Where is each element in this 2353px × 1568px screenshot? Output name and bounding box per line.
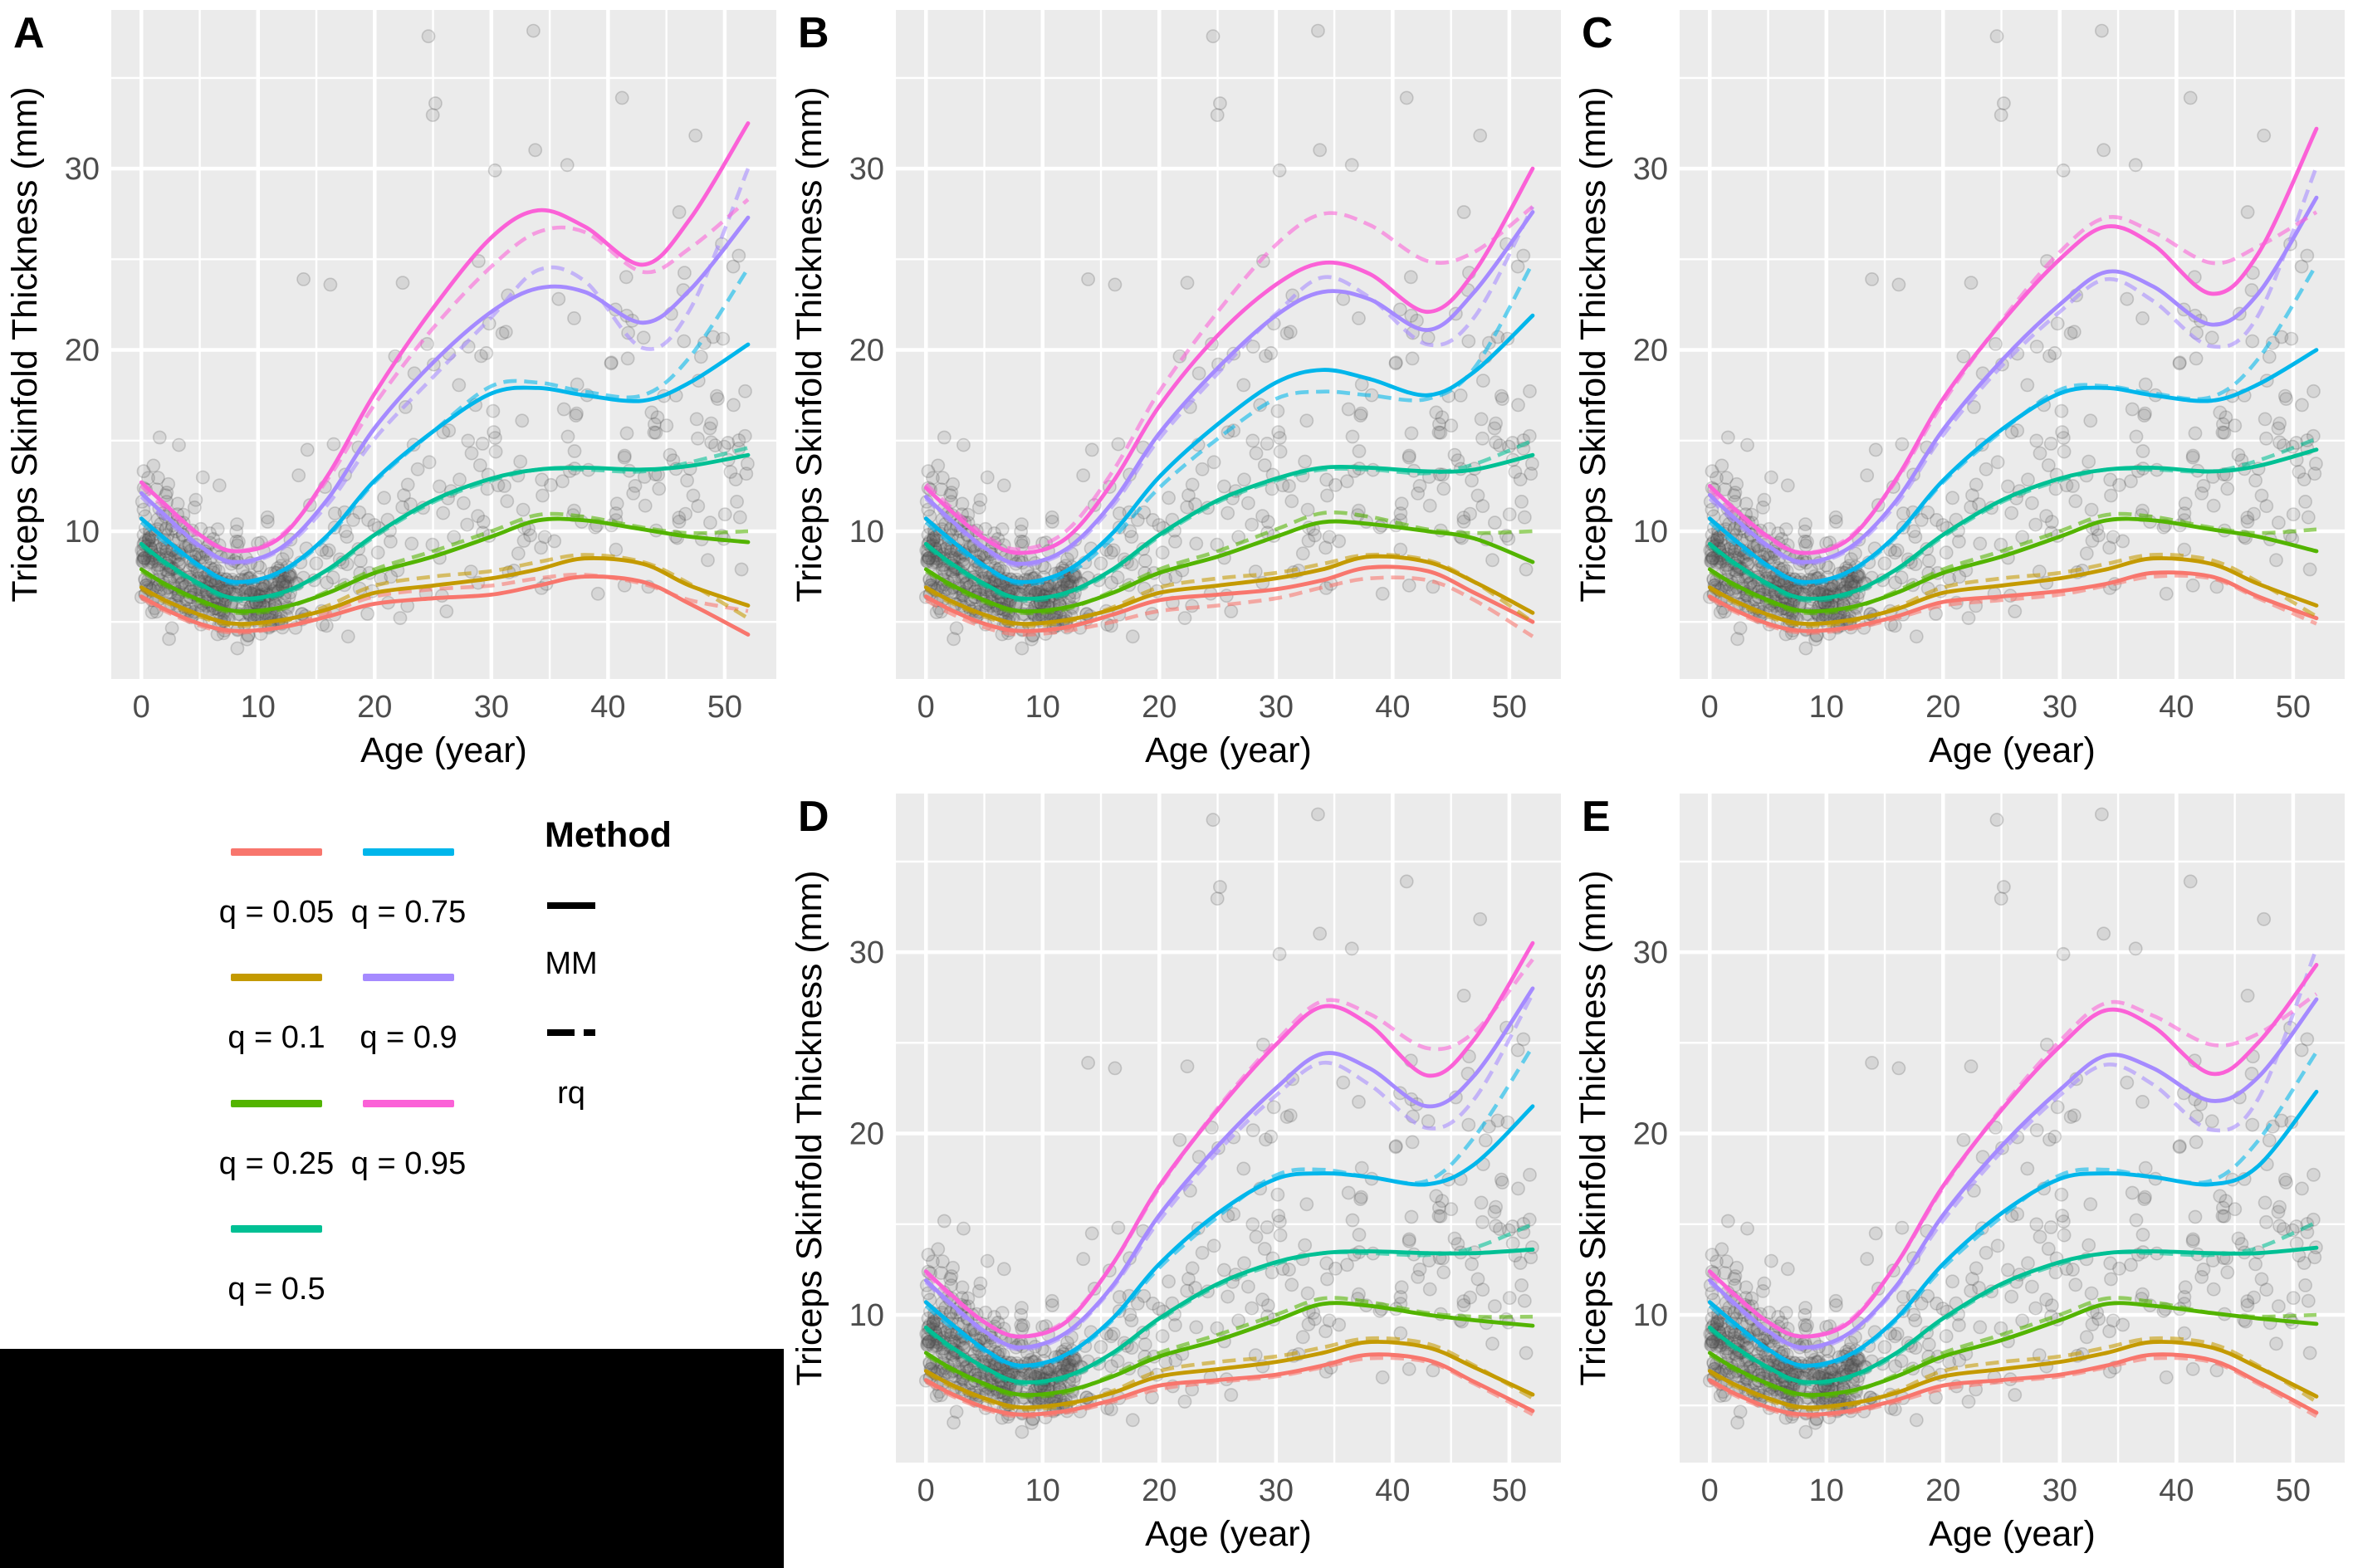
- svg-text:30: 30: [1259, 690, 1294, 725]
- svg-text:20: 20: [1925, 1473, 1960, 1508]
- svg-text:30: 30: [2042, 690, 2077, 725]
- svg-text:0: 0: [917, 1473, 935, 1508]
- legend-swatch-q05: [231, 848, 322, 856]
- svg-text:20: 20: [1633, 334, 1668, 369]
- method-solid-line-key: [547, 902, 595, 909]
- panel-d-letter: D: [798, 793, 829, 841]
- method-dashed-line-key: [547, 1029, 595, 1036]
- svg-text:10: 10: [1809, 690, 1844, 725]
- svg-text:40: 40: [1375, 1473, 1410, 1508]
- svg-text:Triceps Skinfold Thickness (mm: Triceps Skinfold Thickness (mm): [1573, 86, 1613, 602]
- svg-text:50: 50: [1492, 690, 1527, 725]
- redaction-box: [0, 1349, 784, 1568]
- legend-swatch-q95: [363, 1100, 454, 1107]
- svg-text:30: 30: [474, 690, 509, 725]
- svg-text:30: 30: [1633, 152, 1668, 187]
- svg-text:20: 20: [1633, 1117, 1668, 1152]
- panel-a-plot: 10 20 30 0 10 20 30 40 50 Age (year) Triceps Skinf…: [5, 10, 776, 770]
- svg-text:Triceps Skinfold Thickness (mm: Triceps Skinfold Thickness (mm): [790, 870, 829, 1385]
- svg-text:10: 10: [1633, 1298, 1668, 1333]
- panel-c-letter: C: [1582, 9, 1613, 57]
- legend-swatch-q25: [231, 1100, 322, 1107]
- panel-d-plot: 10 20 30 0 10 20 30 40 50 Age (year) Triceps Skinf…: [790, 794, 1561, 1554]
- legend-label-q90: q = 0.9: [360, 1020, 457, 1055]
- svg-text:10: 10: [849, 515, 884, 550]
- svg-text:Age (year): Age (year): [1929, 730, 2096, 770]
- svg-text:10: 10: [241, 690, 276, 725]
- svg-text:20: 20: [849, 334, 884, 369]
- legend-swatch-q10: [231, 974, 322, 981]
- legend-label-q95: q = 0.95: [350, 1146, 467, 1181]
- svg-text:10: 10: [1633, 515, 1668, 550]
- panel-b-plot: 10 20 30 0 10 20 30 40 50 Age (year) Triceps Skinf…: [790, 10, 1561, 770]
- panel-e-plot: 10 20 30 0 10 20 30 40 50 Age (year) Triceps Skinf…: [1573, 794, 2345, 1554]
- panel-e: 10 20 30 0 10 20 30 40 50 Age (year) Triceps Skinf…: [1568, 784, 2353, 1567]
- legend-label-q05: q = 0.05: [218, 895, 335, 930]
- svg-text:Triceps Skinfold Thickness (mm: Triceps Skinfold Thickness (mm): [5, 86, 45, 602]
- svg-text:Triceps Skinfold Thickness (mm: Triceps Skinfold Thickness (mm): [1573, 870, 1613, 1385]
- svg-text:Age (year): Age (year): [360, 730, 527, 770]
- svg-text:0: 0: [1701, 1473, 1719, 1508]
- svg-text:30: 30: [849, 935, 884, 970]
- panel-e-letter: E: [1582, 793, 1611, 841]
- legend-label-q10: q = 0.1: [227, 1020, 325, 1055]
- svg-text:20: 20: [1925, 690, 1960, 725]
- method-legend-title: Method: [545, 815, 672, 855]
- svg-text:50: 50: [1492, 1473, 1527, 1508]
- svg-text:10: 10: [1025, 1473, 1060, 1508]
- svg-text:30: 30: [1633, 935, 1668, 970]
- panel-b-letter: B: [798, 9, 829, 57]
- svg-text:40: 40: [1375, 690, 1410, 725]
- legend-swatch-q75: [363, 848, 454, 856]
- panel-c-plot: 10 20 30 0 10 20 30 40 50 Age (year) Triceps Skinf…: [1573, 10, 2345, 770]
- svg-text:0: 0: [133, 690, 150, 725]
- svg-text:10: 10: [65, 515, 100, 550]
- svg-text:Age (year): Age (year): [1929, 1514, 2096, 1554]
- legend-label-q50: q = 0.5: [227, 1272, 325, 1307]
- svg-text:30: 30: [849, 152, 884, 187]
- svg-text:20: 20: [1142, 690, 1176, 725]
- svg-text:20: 20: [357, 690, 392, 725]
- svg-text:10: 10: [1809, 1473, 1844, 1508]
- legend-label-q25: q = 0.25: [218, 1146, 335, 1181]
- svg-text:50: 50: [707, 690, 742, 725]
- svg-text:30: 30: [2042, 1473, 2077, 1508]
- svg-text:10: 10: [849, 1298, 884, 1333]
- svg-text:30: 30: [65, 152, 100, 187]
- svg-text:0: 0: [1701, 690, 1719, 725]
- method-label-mm: MM: [545, 946, 598, 981]
- panel-b: 10 20 30 0 10 20 30 40 50 Age (year) Triceps Skinf…: [785, 0, 1569, 784]
- legend-swatch-q90: [363, 974, 454, 981]
- legend-label-q75: q = 0.75: [350, 895, 467, 930]
- svg-text:Age (year): Age (year): [1145, 1514, 1312, 1554]
- panel-c: 10 20 30 0 10 20 30 40 50 Age (year) Triceps Skinf…: [1568, 0, 2353, 784]
- legend: q = 0.05 q = 0.1 q = 0.25 q = 0.5 q = 0.…: [0, 784, 785, 1568]
- svg-text:20: 20: [1142, 1473, 1176, 1508]
- svg-text:50: 50: [2276, 690, 2311, 725]
- panel-a: 10 20 30 0 10 20 30 40 50 Age (year) Triceps Skinf…: [0, 0, 785, 784]
- svg-text:Age (year): Age (year): [1145, 730, 1312, 770]
- svg-text:40: 40: [2159, 690, 2194, 725]
- svg-text:0: 0: [917, 690, 935, 725]
- svg-text:50: 50: [2276, 1473, 2311, 1508]
- legend-swatch-q50: [231, 1225, 322, 1233]
- panel-d: 10 20 30 0 10 20 30 40 50 Age (year) Triceps Skinf…: [785, 784, 1569, 1567]
- svg-text:20: 20: [65, 334, 100, 369]
- svg-text:20: 20: [849, 1117, 884, 1152]
- method-label-rq: rq: [557, 1076, 585, 1111]
- svg-text:40: 40: [2159, 1473, 2194, 1508]
- svg-text:Triceps Skinfold Thickness (mm: Triceps Skinfold Thickness (mm): [790, 86, 829, 602]
- panel-a-letter: A: [13, 9, 45, 57]
- svg-text:30: 30: [1259, 1473, 1294, 1508]
- svg-text:40: 40: [590, 690, 625, 725]
- svg-text:10: 10: [1025, 690, 1060, 725]
